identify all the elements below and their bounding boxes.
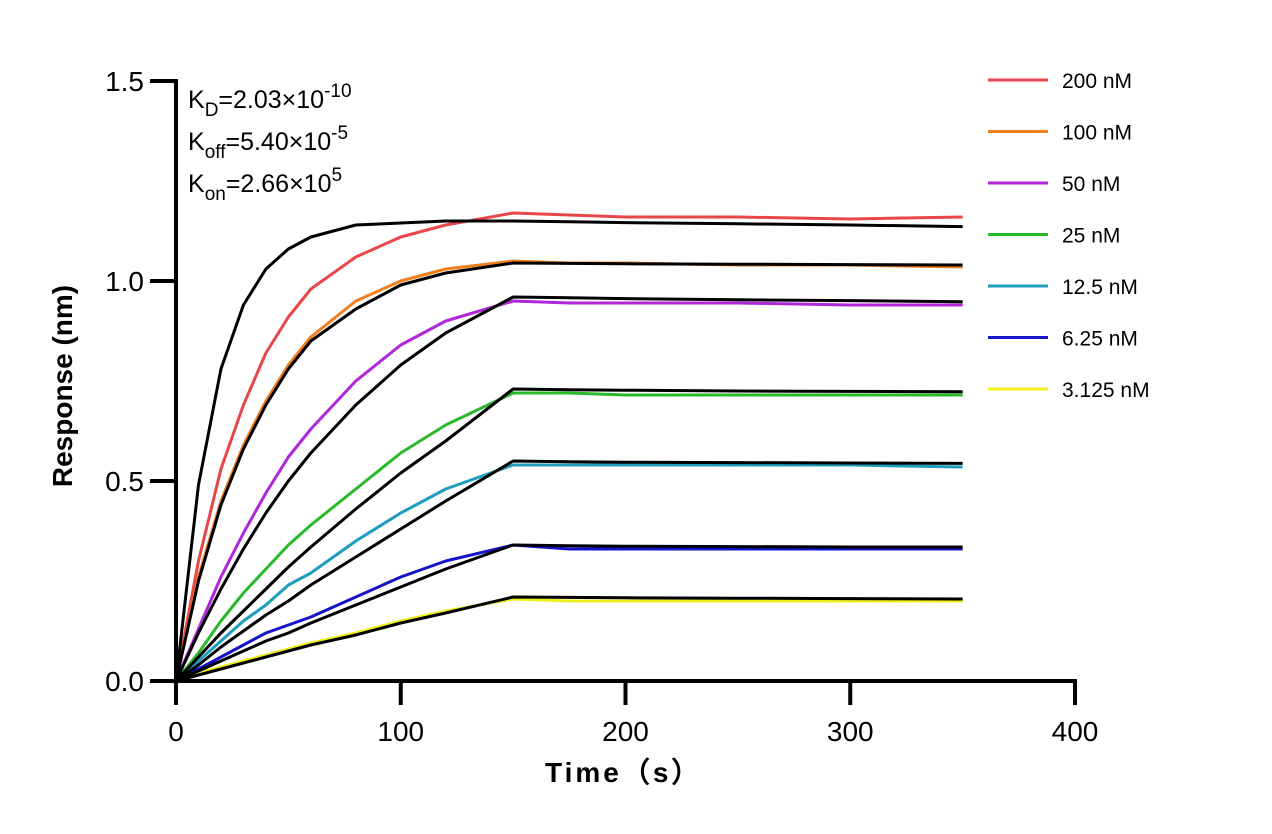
y-tick-label: 1.5	[105, 66, 144, 97]
series-line	[174, 219, 963, 682]
annotation-symbol: K	[188, 170, 205, 198]
series-line	[174, 295, 963, 682]
series-line	[174, 261, 963, 682]
annotation: KD=2.03×10-10	[188, 81, 352, 121]
annotation-symbol: K	[188, 86, 205, 114]
legend-label: 6.25 nM	[1062, 328, 1138, 351]
x-tick-label: 300	[827, 716, 874, 747]
annotation-text: =5.40×10	[225, 128, 331, 156]
series-line	[174, 391, 963, 682]
series-line	[174, 387, 963, 683]
series-line	[174, 259, 963, 682]
series-line	[175, 597, 963, 683]
legend-label: 50 nM	[1062, 173, 1120, 196]
annotation-text: =2.03×10	[218, 86, 324, 114]
x-tick-label: 200	[602, 716, 649, 747]
x-axis-title: Time（s）	[545, 756, 702, 788]
legend-label: 25 nM	[1062, 225, 1120, 248]
annotation: Koff=5.40×10-5	[188, 123, 348, 163]
series-line	[175, 543, 963, 683]
series-line	[175, 543, 963, 683]
annotation: Kon=2.66×105	[188, 165, 342, 205]
annotation-superscript: 5	[332, 165, 343, 186]
annotation-superscript: -5	[331, 123, 348, 144]
legend-label: 12.5 nM	[1062, 276, 1138, 299]
series-line	[174, 211, 963, 682]
annotation-subscript: D	[205, 100, 219, 121]
legend-label: 200 nM	[1062, 70, 1132, 93]
x-tick-label: 0	[168, 716, 184, 747]
x-tick-label: 100	[377, 716, 424, 747]
series-line	[175, 595, 963, 683]
y-tick-label: 1.0	[105, 266, 144, 297]
annotation-symbol: K	[188, 128, 205, 156]
annotation-superscript: -10	[324, 81, 351, 102]
y-tick-label: 0.5	[105, 466, 144, 497]
annotation-subscript: off	[205, 142, 227, 163]
legend-label: 3.125 nM	[1062, 379, 1150, 402]
x-tick-label: 400	[1052, 716, 1099, 747]
series-line	[175, 459, 963, 683]
y-tick-label: 0.0	[105, 666, 144, 697]
legend-label: 100 nM	[1062, 122, 1132, 145]
series-line	[174, 299, 963, 682]
y-axis-title: Response (nm)	[47, 285, 78, 487]
annotation-subscript: on	[205, 184, 226, 205]
annotation-text: =2.66×10	[226, 170, 332, 198]
series-line	[175, 463, 963, 683]
